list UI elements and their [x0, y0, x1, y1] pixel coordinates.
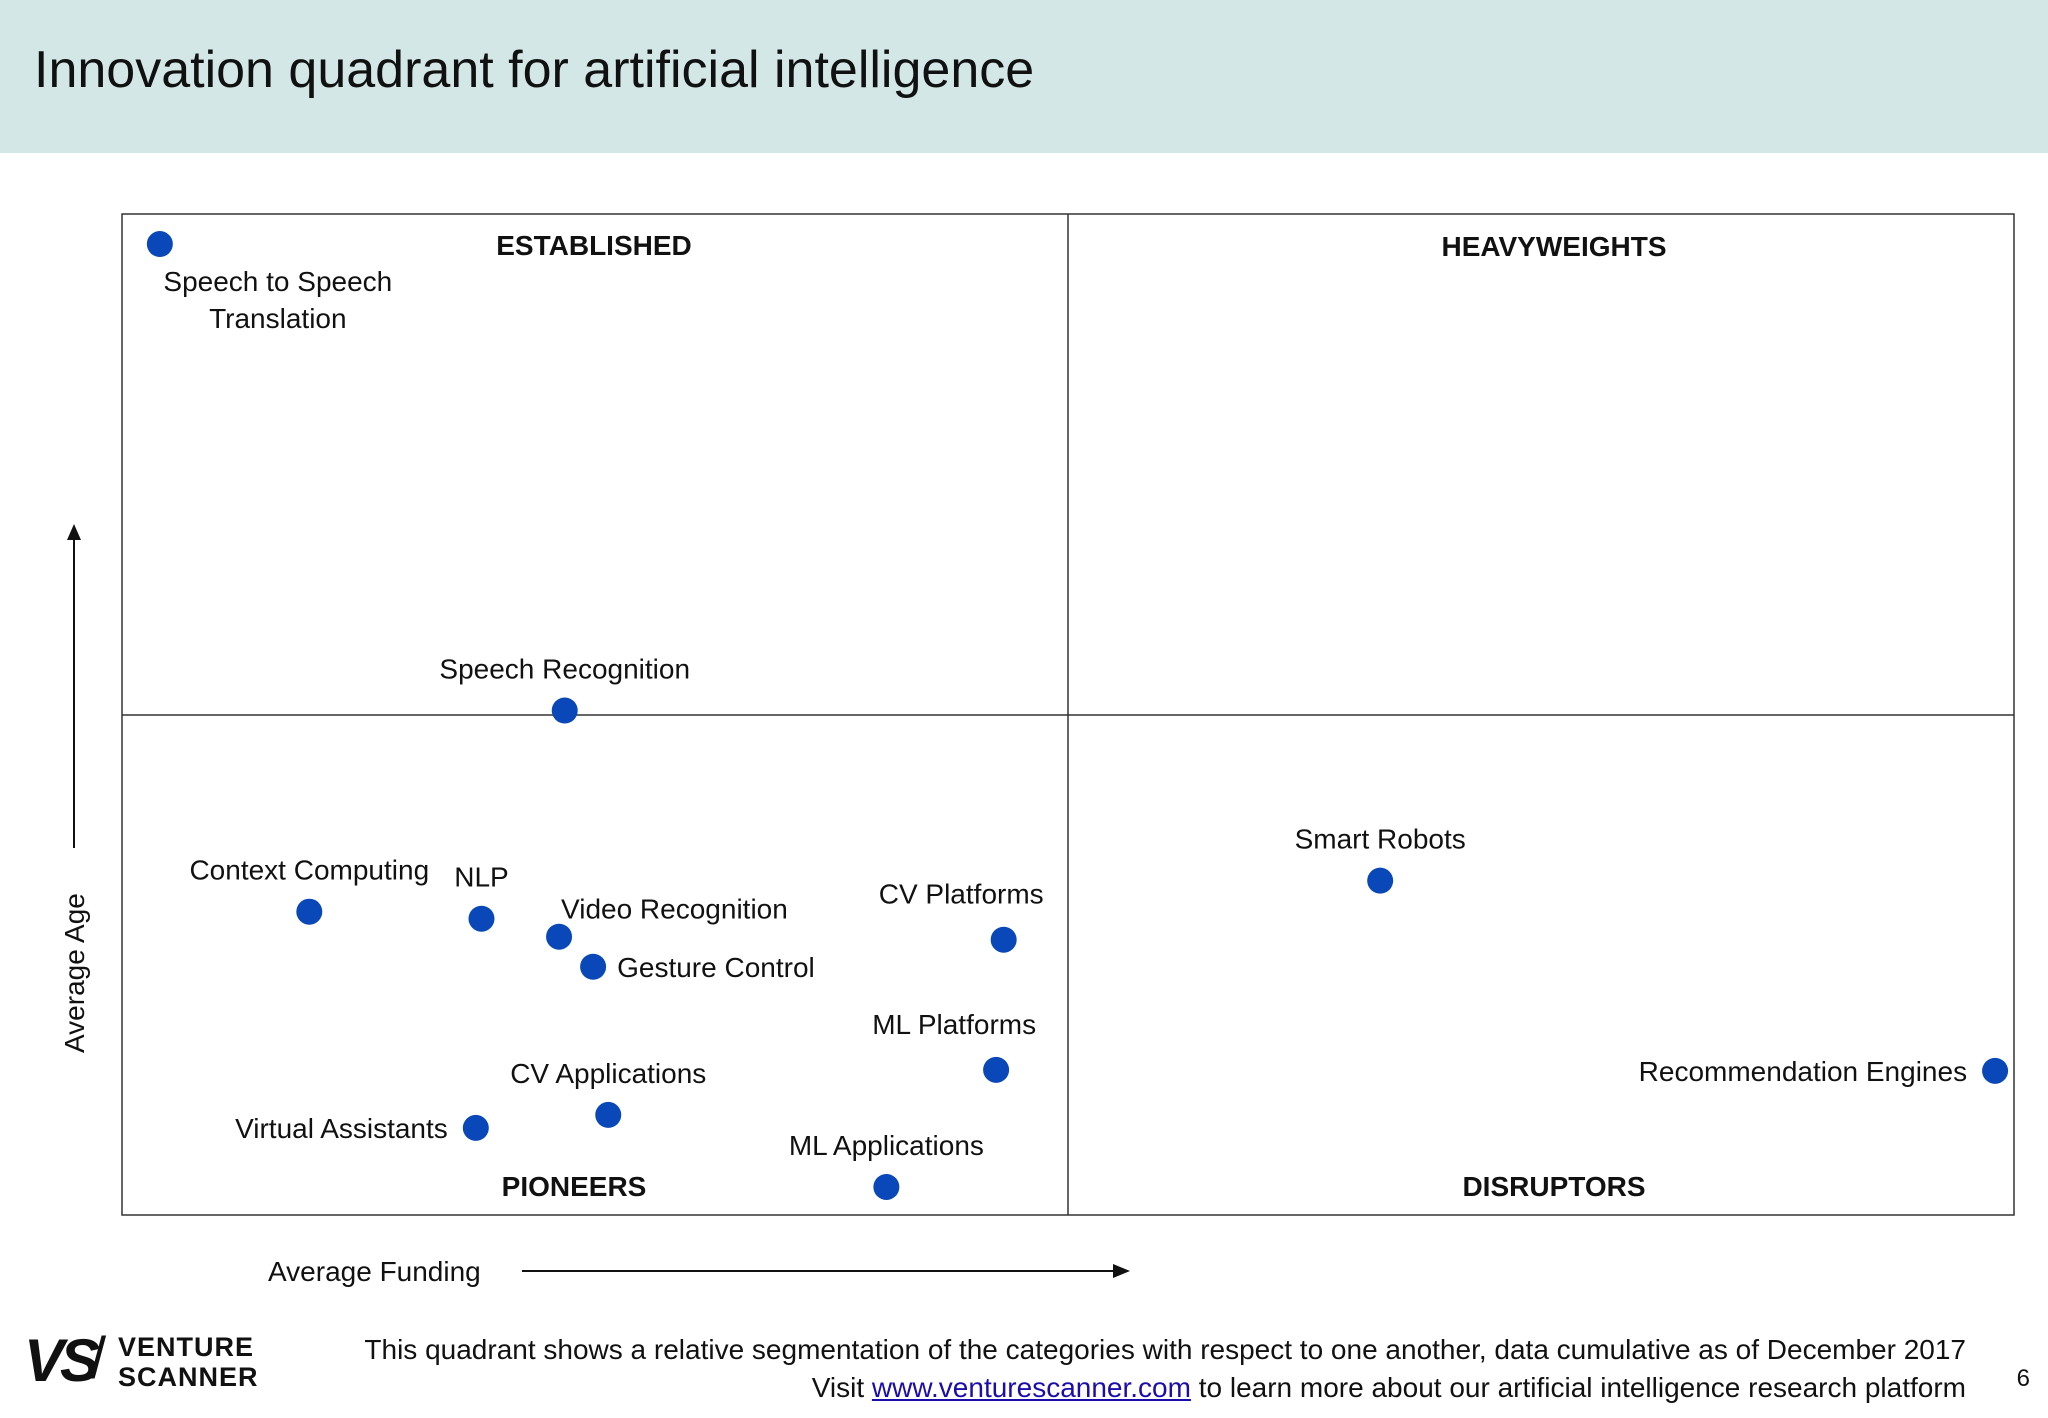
point-ml-applications: [873, 1173, 900, 1200]
page-title: Innovation quadrant for artificial intel…: [34, 41, 1035, 99]
point-speech-recognition: [551, 697, 578, 724]
venturescanner-link[interactable]: www.venturescanner.com: [871, 1372, 1191, 1403]
point-label-cv-platforms: CV Platforms: [879, 879, 1044, 910]
quadrant-label-disruptors: DISRUPTORS: [1462, 1171, 1645, 1202]
point-label-speech-recognition: Speech Recognition: [439, 653, 690, 684]
logo-slash: /: [90, 1326, 107, 1391]
logo-mark: VS: [24, 1327, 100, 1394]
point-cv-platforms: [990, 926, 1017, 953]
page-number: 6: [2016, 1365, 2030, 1392]
data-points: Speech to Speech Translation Speech Recogn…: [146, 231, 2009, 1200]
point-label-video-recognition: Video Recognition: [561, 894, 788, 925]
point-label-recommendation-engines: Recommendation Engines: [1639, 1056, 1967, 1087]
logo-word-venture: VENTURE: [118, 1332, 255, 1362]
point-recommendation-engines: [1982, 1057, 2009, 1084]
point-cv-applications: [595, 1101, 622, 1128]
point-video-recognition: [546, 923, 573, 950]
quadrant-label-heavyweights: HEAVYWEIGHTS: [1441, 231, 1666, 262]
quadrant-label-established: ESTABLISHED: [496, 230, 692, 261]
point-label-speech-to-speech-line-2: Translation: [209, 303, 346, 334]
point-label-context-computing: Context Computing: [189, 855, 429, 886]
quadrant-label-pioneers: PIONEERS: [502, 1171, 647, 1202]
venture-scanner-logo: VS / VENTURE SCANNER: [24, 1326, 258, 1394]
point-ml-platforms: [983, 1056, 1010, 1083]
footer-line-2: Visit www.venturescanner.com to learn mo…: [266, 1369, 1966, 1407]
point-smart-robots: [1367, 867, 1394, 894]
point-label-nlp: NLP: [454, 862, 508, 893]
y-axis-arrow-head: [67, 524, 81, 540]
footer-note: This quadrant shows a relative segmentat…: [266, 1331, 1966, 1407]
point-label-speech-to-speech: Speech to Speech: [163, 266, 392, 297]
point-label-smart-robots: Smart Robots: [1295, 824, 1466, 855]
footer-learn-more-text: to learn more about our artificial intel…: [1190, 1372, 1966, 1403]
point-speech-to-speech: [146, 231, 173, 258]
point-virtual-assistants: [462, 1114, 489, 1141]
point-label-gesture-control: Gesture Control: [617, 952, 815, 983]
point-label-cv-applications: CV Applications: [510, 1058, 706, 1089]
point-context-computing: [296, 898, 323, 925]
point-gesture-control: [580, 953, 607, 980]
header-banner: Innovation quadrant for artificial intel…: [0, 0, 2048, 153]
point-label-ml-applications: ML Applications: [789, 1130, 984, 1161]
point-nlp: [468, 905, 495, 932]
y-axis-label: Average Age: [59, 893, 90, 1053]
footer-line-1: This quadrant shows a relative segmentat…: [364, 1334, 1966, 1365]
logo-word-scanner: SCANNER: [118, 1362, 259, 1392]
point-label-virtual-assistants: Virtual Assistants: [235, 1113, 448, 1144]
footer-visit-text: Visit: [811, 1372, 872, 1403]
x-axis-label: Average Funding: [268, 1256, 481, 1287]
x-axis-arrow-head: [1113, 1264, 1130, 1278]
point-label-ml-platforms: ML Platforms: [872, 1009, 1036, 1040]
